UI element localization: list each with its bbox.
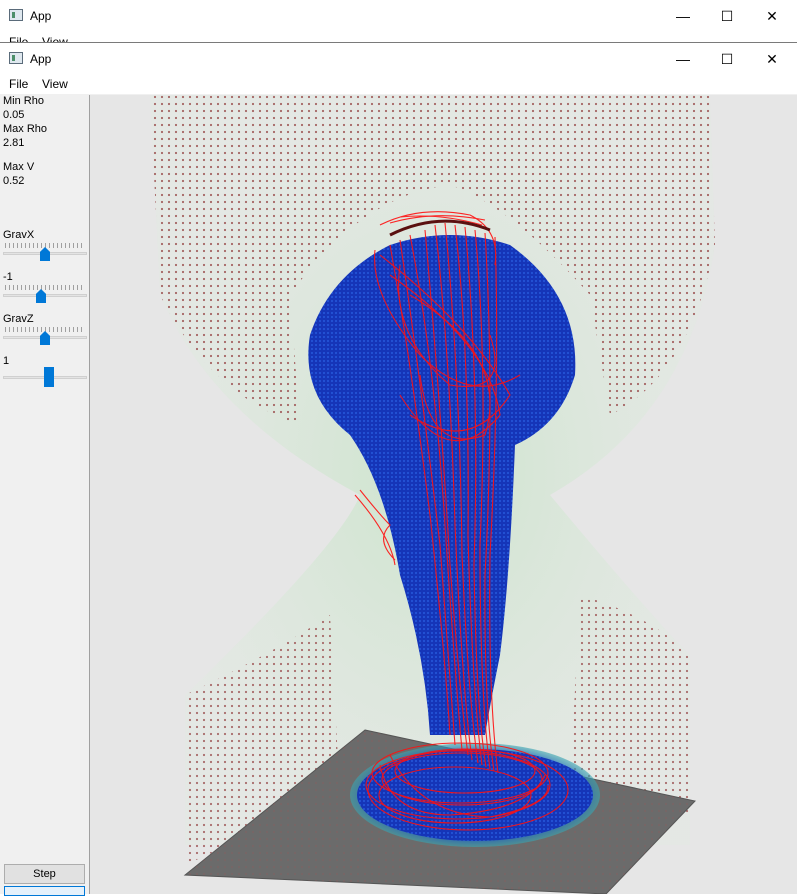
menu-file[interactable]: File [9,77,29,91]
max-v-label: Max V [3,161,35,173]
max-rho-label: Max Rho [3,123,48,135]
menu-view[interactable]: View [42,35,68,43]
slider-thumb[interactable] [36,289,46,303]
close-icon[interactable]: ✕ [766,7,778,24]
streamline-top [389,219,491,237]
min-rho-label: Min Rho [3,95,44,107]
slider-ticks [5,285,85,290]
slider-thumb[interactable] [40,247,50,261]
menu-view[interactable]: View [42,77,68,91]
step-button[interactable]: Step [4,864,85,884]
maximize-icon[interactable]: ☐ [720,7,734,24]
minimize-icon[interactable]: — [676,51,690,67]
app-icon [9,52,23,64]
control-panel: Min Rho 0.05 Max Rho 2.81 Max V 0.52 Gra… [0,95,89,894]
slider-thumb[interactable] [44,367,54,387]
slider-ticks [5,327,85,332]
gravx-value: -1 [3,271,13,283]
slider-ticks [5,243,85,248]
max-rho-value: 2.81 [3,137,25,149]
background-menubar: File View [0,32,797,43]
max-v-value: 0.52 [3,175,25,187]
streamlines [354,211,569,831]
menu-file[interactable]: File [9,35,29,43]
particle-shell-upper [150,95,715,425]
minimize-icon[interactable]: — [676,8,690,24]
slider-thumb[interactable] [40,331,50,345]
window-title: App [30,9,52,23]
gravz-label: GravZ [3,313,34,325]
gravx-slider[interactable] [3,241,87,261]
main-window-titlebar[interactable]: App — ☐ ✕ [0,43,797,75]
simulation-viewport[interactable] [89,95,797,894]
menubar: File View [0,74,797,94]
main-window[interactable]: App — ☐ ✕ File View Min Rho 0.05 Max Rho… [0,42,797,896]
app-icon [9,9,23,21]
min-rho-value: 0.05 [3,109,25,121]
maximize-icon[interactable]: ☐ [720,50,734,67]
extra-slider[interactable] [3,365,87,387]
gravy-slider[interactable] [3,283,87,303]
gravz-value: 1 [3,355,10,367]
gravz-slider[interactable] [3,325,87,345]
simulation-canvas [150,95,715,894]
background-window[interactable]: App — ☐ ✕ File View [0,0,797,43]
window-title: App [30,52,52,66]
secondary-button[interactable] [4,886,85,896]
close-icon[interactable]: ✕ [766,50,778,67]
gravx-label: GravX [3,229,35,241]
background-window-titlebar[interactable]: App — ☐ ✕ [0,0,797,32]
